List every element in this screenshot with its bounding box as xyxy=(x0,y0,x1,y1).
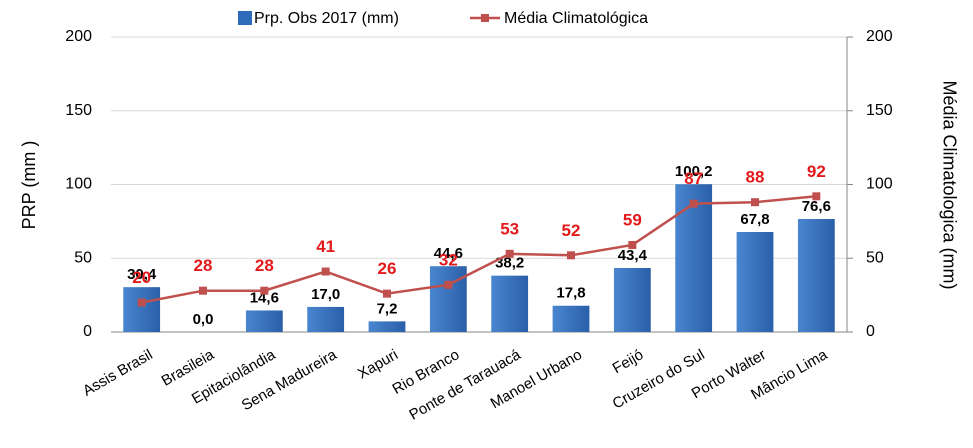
line-value-label: 28 xyxy=(194,256,213,275)
bar-value-label: 67,8 xyxy=(740,211,769,228)
bar xyxy=(797,219,835,332)
bar-value-label: 43,4 xyxy=(618,247,648,264)
line-marker xyxy=(199,286,207,295)
x-tick-label: Xapuri xyxy=(355,346,401,382)
legend-label: Prp. Obs 2017 (mm) xyxy=(254,10,399,27)
line-value-label: 92 xyxy=(807,162,826,181)
bar-value-label: 76,6 xyxy=(802,198,831,215)
bar xyxy=(429,266,467,332)
bar xyxy=(613,267,651,332)
line-marker xyxy=(444,280,453,289)
legend-swatch xyxy=(238,11,252,25)
line-value-label: 52 xyxy=(562,221,581,240)
y2-tick-label: 200 xyxy=(866,28,893,45)
bar-value-label: 0,0 xyxy=(193,311,214,328)
line-marker xyxy=(383,289,391,298)
legend-swatch xyxy=(481,14,489,22)
y-tick-label: 150 xyxy=(65,102,92,119)
bar xyxy=(368,321,406,332)
bar-value-label: 100,2 xyxy=(675,163,713,180)
line-marker xyxy=(812,192,821,201)
y2-tick-label: 150 xyxy=(866,102,893,119)
bar-value-label: 17,0 xyxy=(311,286,340,303)
bar xyxy=(736,231,774,332)
line-marker xyxy=(689,199,698,208)
line-marker xyxy=(628,240,637,249)
y2-tick-label: 50 xyxy=(866,249,884,266)
line-marker xyxy=(505,249,514,258)
bar xyxy=(675,184,713,332)
legend-label: Média Climatológica xyxy=(504,10,648,27)
bar-value-label: 17,8 xyxy=(556,285,585,302)
bar-value-label: 14,6 xyxy=(250,289,279,306)
y-axis-title: PRP (mm ) xyxy=(19,141,39,230)
line xyxy=(141,195,817,304)
line-value-label: 26 xyxy=(378,259,397,278)
bar xyxy=(552,305,590,332)
bar xyxy=(307,306,345,332)
line-marker xyxy=(567,251,575,260)
line-marker xyxy=(751,198,759,207)
bar-value-label: 7,2 xyxy=(377,300,398,317)
line-marker xyxy=(137,298,146,307)
y2-tick-label: 100 xyxy=(866,176,893,193)
bar xyxy=(491,275,529,332)
y2-tick-label: 0 xyxy=(866,323,875,340)
line-value-label: 59 xyxy=(623,210,642,229)
x-tick-label: Ponte de Tarauacá xyxy=(406,346,524,424)
bar xyxy=(245,310,283,332)
line-value-label: 32 xyxy=(439,250,458,269)
line-marker xyxy=(260,286,269,295)
x-tick-label: Assis Brasil xyxy=(80,346,156,399)
y2-axis-title: Média Climatologica (mm) xyxy=(939,80,959,289)
line-value-label: 53 xyxy=(500,219,519,238)
x-tick-label: Feijó xyxy=(610,346,647,377)
y-tick-label: 200 xyxy=(65,28,92,45)
bar xyxy=(123,287,161,332)
line-value-label: 28 xyxy=(255,256,274,275)
y-tick-label: 100 xyxy=(65,176,92,193)
line-marker xyxy=(321,267,330,276)
y-tick-label: 0 xyxy=(83,323,92,340)
line-value-label: 88 xyxy=(746,168,765,187)
y-tick-label: 50 xyxy=(74,249,92,266)
line-value-label: 20 xyxy=(132,268,151,287)
bar-value-label: 30,4 xyxy=(127,266,157,283)
line-value-label: 87 xyxy=(684,169,703,188)
bar-value-label: 44,6 xyxy=(434,245,463,262)
line-value-label: 41 xyxy=(316,237,335,256)
